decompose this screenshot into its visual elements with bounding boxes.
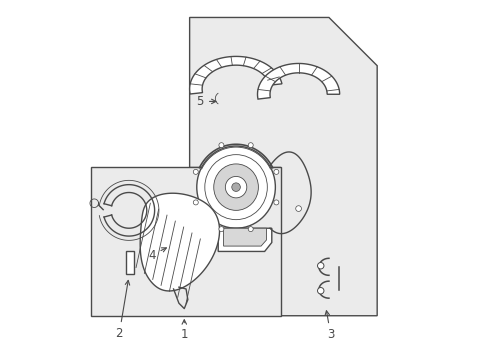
Polygon shape <box>190 57 282 94</box>
Ellipse shape <box>197 146 275 228</box>
Polygon shape <box>258 63 340 99</box>
Text: 5: 5 <box>196 95 216 108</box>
Text: 4: 4 <box>148 248 167 261</box>
Circle shape <box>318 288 324 294</box>
Polygon shape <box>140 193 220 291</box>
Polygon shape <box>223 228 267 246</box>
Circle shape <box>193 200 198 205</box>
Polygon shape <box>218 228 272 251</box>
Circle shape <box>219 226 224 231</box>
Circle shape <box>232 183 241 192</box>
Circle shape <box>193 169 198 174</box>
Circle shape <box>219 143 224 148</box>
Circle shape <box>248 226 253 231</box>
Polygon shape <box>190 18 377 316</box>
Circle shape <box>296 206 301 211</box>
Circle shape <box>318 262 324 269</box>
Text: 1: 1 <box>180 320 188 341</box>
Ellipse shape <box>205 155 268 220</box>
Polygon shape <box>91 167 281 316</box>
Text: 2: 2 <box>116 280 130 340</box>
Text: 3: 3 <box>325 311 334 341</box>
Circle shape <box>274 200 279 205</box>
Circle shape <box>274 169 279 174</box>
Bar <box>126 251 134 274</box>
Circle shape <box>225 176 247 198</box>
Ellipse shape <box>214 164 258 210</box>
Circle shape <box>248 143 253 148</box>
